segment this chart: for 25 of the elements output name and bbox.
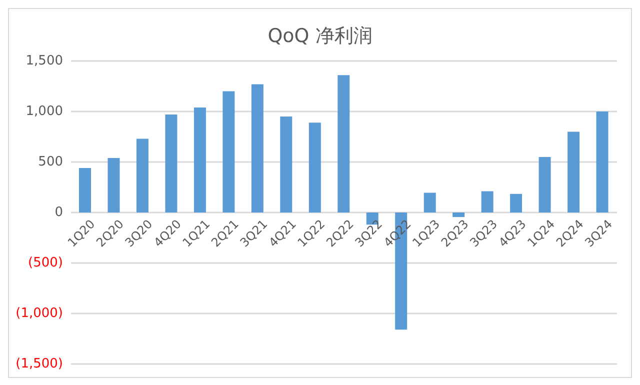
bar <box>79 168 91 212</box>
bar <box>108 158 120 212</box>
y-tick-label: (1,500) <box>16 356 63 372</box>
y-tick-label: (500) <box>28 256 63 271</box>
bar <box>338 75 350 212</box>
bar <box>481 191 494 212</box>
bar <box>452 212 465 218</box>
y-tick-label: 0 <box>54 205 63 220</box>
chart-title: QoQ 净利润 <box>266 24 374 49</box>
bar <box>136 138 148 212</box>
y-tick-label: 1,000 <box>26 104 63 120</box>
bar <box>538 156 551 212</box>
bar <box>424 192 436 212</box>
y-tick-label: 1,500 <box>26 54 63 69</box>
bar <box>222 91 235 212</box>
bar <box>308 122 321 212</box>
bar <box>510 194 522 212</box>
bar <box>568 132 580 212</box>
bar <box>194 107 206 212</box>
bar <box>251 84 264 212</box>
y-tick-label: (1,000) <box>16 306 63 322</box>
bar <box>165 114 178 212</box>
y-tick-label: 500 <box>38 154 63 170</box>
bar <box>280 116 292 212</box>
bar <box>596 112 608 212</box>
